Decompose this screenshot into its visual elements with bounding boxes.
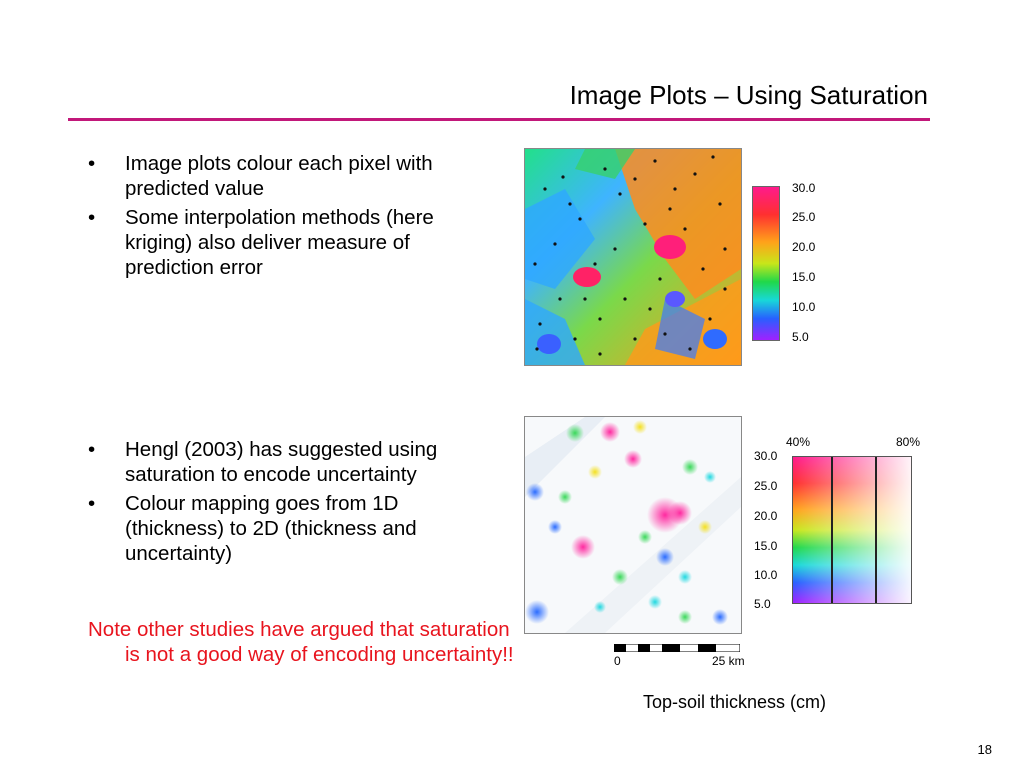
scale-end-label: 25 km [712, 654, 745, 668]
legend-tick-label: 20.0 [754, 509, 778, 523]
red-note: Note other studies have argued that satu… [88, 618, 514, 666]
legend-tick-label: 30.0 [792, 181, 816, 195]
bullet-marker: • [88, 492, 96, 515]
slide-title: Image Plots – Using Saturation [569, 80, 928, 110]
saturation-color-legend [792, 456, 912, 604]
scale-start-label: 0 [614, 654, 621, 668]
saturation-map-graphic [525, 417, 741, 633]
legend-divider [831, 457, 833, 603]
saturation-map-image [524, 416, 742, 634]
bullet-list-bottom: • Hengl (2003) has suggested using satur… [88, 437, 498, 570]
bullet-marker: • [88, 438, 96, 461]
saturation-label: 80% [896, 435, 921, 449]
bullet-item: • Some interpolation methods (here krigi… [88, 205, 498, 280]
saturation-ramp [793, 457, 911, 603]
prediction-map-image [524, 148, 742, 366]
legend-tick-label: 5.0 [754, 597, 771, 611]
legend-divider [875, 457, 877, 603]
saturation-label: 40% [786, 435, 811, 449]
legend-tick-label: 5.0 [792, 330, 809, 344]
legend-tick-label: 25.0 [792, 210, 816, 224]
bullet-text: Hengl (2003) has suggested using saturat… [125, 438, 438, 486]
legend-tick-label: 15.0 [754, 539, 778, 553]
page-number: 18 [977, 742, 992, 757]
bullet-text: Image plots colour each pixel with predi… [125, 152, 433, 200]
scale-bar [614, 644, 740, 652]
legend-tick-label: 30.0 [754, 449, 778, 463]
legend-tick-label: 15.0 [792, 270, 816, 284]
bullet-item: • Colour mapping goes from 1D (thickness… [88, 491, 498, 566]
bullet-item: • Image plots colour each pixel with pre… [88, 151, 498, 201]
thickness-color-legend [752, 186, 780, 341]
bullet-marker: • [88, 206, 96, 229]
prediction-map-graphic [525, 149, 741, 365]
scale-bar-graphic [614, 644, 740, 652]
legend-tick-label: 10.0 [792, 300, 816, 314]
bullet-marker: • [88, 152, 96, 175]
legend-tick-label: 20.0 [792, 240, 816, 254]
legend-tick-label: 10.0 [754, 568, 778, 582]
legend-tick-label: 25.0 [754, 479, 778, 493]
bullet-text: Some interpolation methods (here kriging… [125, 206, 434, 279]
bullet-item: • Hengl (2003) has suggested using satur… [88, 437, 498, 487]
rainbow-ramp [753, 187, 779, 340]
bullet-list-top: • Image plots colour each pixel with pre… [88, 151, 498, 284]
figure-caption: Top-soil thickness (cm) [643, 692, 827, 712]
bullet-text: Colour mapping goes from 1D (thickness) … [125, 492, 417, 565]
title-divider [68, 118, 930, 121]
